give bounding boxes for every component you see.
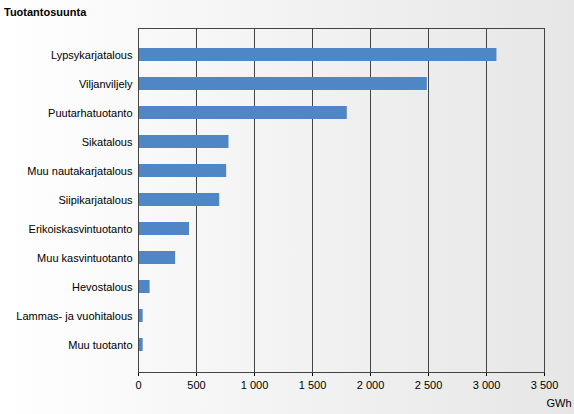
svg-text:Muu tuotanto: Muu tuotanto (68, 339, 132, 351)
svg-text:Hevostalous: Hevostalous (72, 281, 133, 293)
svg-text:1 500: 1 500 (299, 379, 327, 391)
svg-text:1 000: 1 000 (241, 379, 269, 391)
svg-text:Puutarhatuotanto: Puutarhatuotanto (48, 107, 132, 119)
svg-text:3 500: 3 500 (531, 379, 559, 391)
svg-text:Viljanviljely: Viljanviljely (79, 78, 133, 90)
svg-text:Lammas- ja vuohitalous: Lammas- ja vuohitalous (16, 310, 133, 322)
svg-text:Sikatalous: Sikatalous (82, 136, 133, 148)
svg-text:500: 500 (187, 379, 205, 391)
svg-text:2 500: 2 500 (415, 379, 443, 391)
svg-text:3 000: 3 000 (473, 379, 501, 391)
svg-text:Lypsykarjatalous: Lypsykarjatalous (51, 49, 133, 61)
html-text:Tuotantosuunta: Tuotantosuunta (4, 6, 87, 18)
svg-text:2 000: 2 000 (357, 379, 385, 391)
svg-text:Erikoiskasvintuotanto: Erikoiskasvintuotanto (29, 223, 133, 235)
svg-text:Muu nautakarjatalous: Muu nautakarjatalous (27, 165, 133, 177)
svg-text:0: 0 (135, 379, 141, 391)
svg-text:Muu kasvintuotanto: Muu kasvintuotanto (37, 252, 132, 264)
svg-text:GWh: GWh (546, 397, 571, 409)
svg-text:Siipikarjatalous: Siipikarjatalous (59, 194, 133, 206)
